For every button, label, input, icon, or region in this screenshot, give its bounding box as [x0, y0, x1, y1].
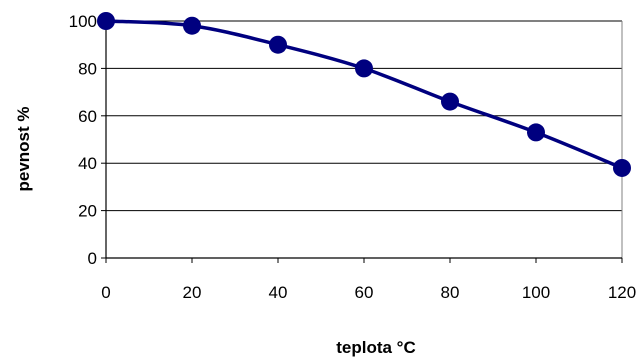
y-tick-label-20: 20: [78, 202, 97, 221]
y-tick-label-80: 80: [78, 59, 97, 78]
data-point-120: [613, 158, 631, 177]
x-tick-label-100: 100: [522, 283, 550, 302]
data-point-100: [527, 123, 545, 142]
y-tick-label-40: 40: [78, 154, 97, 173]
x-tick-label-40: 40: [269, 283, 288, 302]
y-axis-title: pevnost %: [14, 106, 33, 191]
grid-lines: [106, 20, 622, 212]
data-point-40: [269, 35, 287, 54]
x-tick-label-80: 80: [441, 283, 460, 302]
y-tick-label-60: 60: [78, 107, 97, 126]
x-axis-title: teplota °C: [336, 338, 416, 357]
data-point-0: [97, 12, 115, 30]
tick-labels: 0 20 40 60 80 100 0 20 40 60 80 100 120: [69, 12, 637, 302]
x-tick-label-60: 60: [355, 283, 374, 302]
axes: [105, 19, 623, 259]
data-point-80: [441, 92, 459, 111]
series-line-0: [104, 19, 624, 170]
y-tick-label-100: 100: [69, 12, 97, 31]
series-layer: [97, 12, 631, 177]
data-point-60: [355, 59, 373, 78]
x-tick-label-20: 20: [183, 283, 202, 302]
data-point-20: [183, 16, 201, 35]
x-tick-label-120: 120: [608, 283, 636, 302]
y-tick-label-0: 0: [88, 249, 97, 268]
x-tick-label-0: 0: [101, 283, 110, 302]
